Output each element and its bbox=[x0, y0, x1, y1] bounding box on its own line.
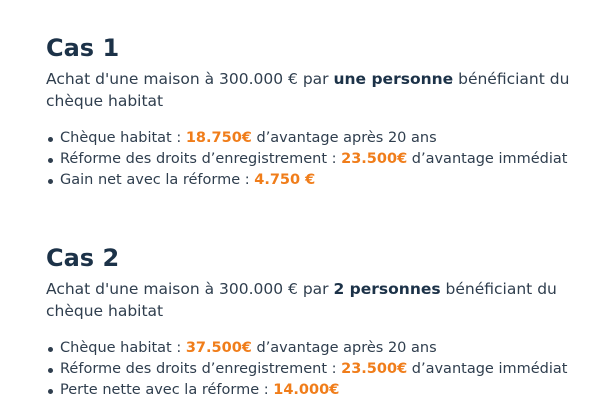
item-label: Réforme des droits d’enregistrement : bbox=[60, 151, 342, 167]
item-suffix: d’avantage immédiat bbox=[407, 361, 568, 377]
case-2-description: Achat d'une maison à 300.000 € par 2 per… bbox=[46, 278, 606, 322]
case-1-desc-text: Achat d'une maison à 300.000 € par bbox=[46, 70, 334, 88]
list-item: Réforme des droits d’enregistrement : 23… bbox=[48, 149, 606, 170]
list-item: Gain net avec la réforme : 4.750 € bbox=[48, 170, 606, 191]
item-value: 37.500€ bbox=[185, 340, 252, 356]
case-2-section: Cas 2 Achat d'une maison à 300.000 € par… bbox=[46, 240, 606, 401]
case-2-desc-bold: 2 personnes bbox=[333, 280, 441, 298]
item-value: 23.500€ bbox=[341, 361, 408, 377]
list-item: Chèque habitat : 18.750€ d’avantage aprè… bbox=[48, 128, 606, 149]
item-label: Chèque habitat : bbox=[60, 340, 186, 356]
item-suffix: d’avantage immédiat bbox=[407, 151, 568, 167]
item-suffix: d’avantage après 20 ans bbox=[251, 340, 437, 356]
list-item: Chèque habitat : 37.500€ d’avantage aprè… bbox=[48, 338, 606, 359]
item-value: 18.750€ bbox=[185, 130, 252, 146]
list-item: Perte nette avec la réforme : 14.000€ bbox=[48, 380, 606, 401]
case-1-description: Achat d'une maison à 300.000 € par une p… bbox=[46, 68, 606, 112]
case-1-title: Cas 1 bbox=[46, 34, 120, 62]
case-2-desc-text: Achat d'une maison à 300.000 € par bbox=[46, 280, 334, 298]
case-1-desc-bold: une personne bbox=[333, 70, 454, 88]
case-2-list: Chèque habitat : 37.500€ d’avantage aprè… bbox=[46, 338, 606, 401]
case-2-desc-text-end: bénéficiant du chèque habitat bbox=[46, 280, 557, 320]
case-2-title: Cas 2 bbox=[46, 244, 120, 272]
item-label: Perte nette avec la réforme : bbox=[60, 382, 274, 398]
list-item: Réforme des droits d’enregistrement : 23… bbox=[48, 359, 606, 380]
item-label: Réforme des droits d’enregistrement : bbox=[60, 361, 342, 377]
item-suffix: d’avantage après 20 ans bbox=[251, 130, 437, 146]
case-1-desc-text-end: bénéficiant du chèque habitat bbox=[46, 70, 570, 110]
case-1-section: Cas 1 Achat d'une maison à 300.000 € par… bbox=[46, 30, 606, 191]
item-label: Chèque habitat : bbox=[60, 130, 186, 146]
case-1-list: Chèque habitat : 18.750€ d’avantage aprè… bbox=[46, 128, 606, 191]
item-value: 4.750 € bbox=[254, 172, 316, 188]
item-value: 23.500€ bbox=[341, 151, 408, 167]
item-value: 14.000€ bbox=[273, 382, 340, 398]
item-label: Gain net avec la réforme : bbox=[60, 172, 255, 188]
